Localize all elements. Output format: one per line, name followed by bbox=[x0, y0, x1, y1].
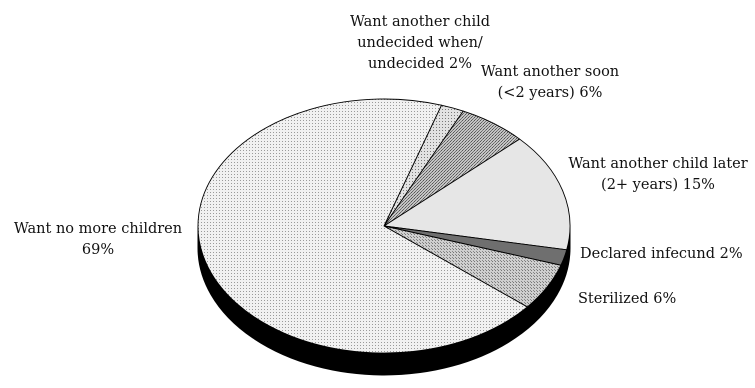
pie-slice-3 bbox=[383, 138, 571, 251]
slice-label-1: Want another child undecided when/undecid… bbox=[350, 14, 490, 72]
pie-labels: Want another child undecided when/undecid… bbox=[14, 14, 748, 307]
slice-label-line: Want another child later bbox=[568, 156, 747, 172]
slice-label-4: Declared infecund 2% bbox=[580, 246, 743, 262]
slice-label-line: undecided 2% bbox=[368, 56, 472, 72]
slice-label-2: Want another soon (<2 years) 6% bbox=[481, 64, 619, 101]
slice-label-line: Want no more children bbox=[14, 221, 182, 237]
slice-label-line: undecided when/ bbox=[357, 35, 483, 51]
slice-label-line: Declared infecund 2% bbox=[580, 246, 743, 262]
slice-label-line: (2+ years) 15% bbox=[601, 177, 715, 193]
slice-label-line: Want another child bbox=[350, 14, 490, 30]
slice-label-3: Want another child later (2+ years) 15% bbox=[568, 156, 747, 193]
pie-slices bbox=[197, 98, 571, 354]
pie-slice-6 bbox=[197, 98, 528, 354]
slice-label-line: Sterilized 6% bbox=[578, 291, 676, 307]
slice-label-6: Want no more children 69% bbox=[14, 221, 182, 258]
slice-label-5: Sterilized 6% bbox=[578, 291, 676, 307]
slice-label-line: Want another soon bbox=[481, 64, 619, 80]
slice-label-line: (<2 years) 6% bbox=[498, 85, 603, 101]
slice-label-line: 69% bbox=[82, 242, 114, 258]
